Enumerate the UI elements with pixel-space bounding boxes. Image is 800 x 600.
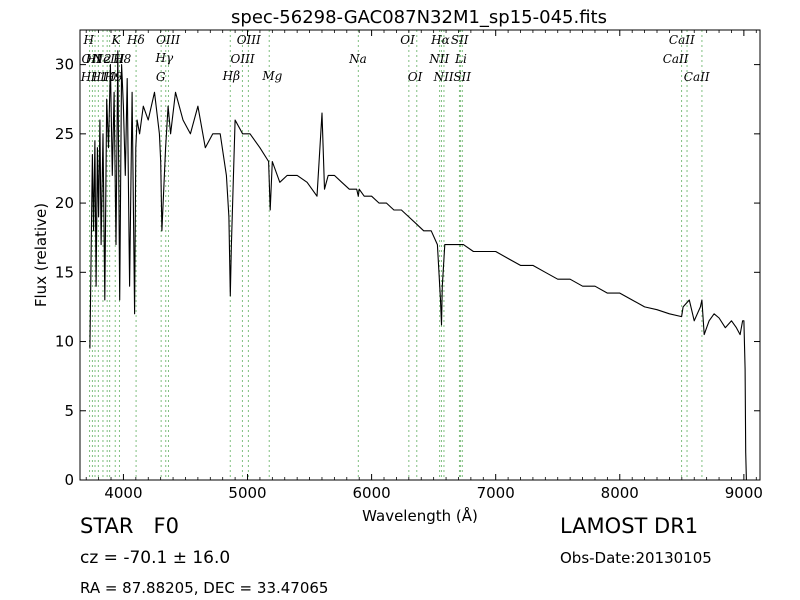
line-label-21: SII bbox=[451, 33, 469, 47]
line-label-11: H10 bbox=[90, 70, 117, 84]
x-tick-label-1: 5000 bbox=[228, 484, 266, 502]
line-label-5: G bbox=[156, 70, 166, 84]
x-axis-label: Wavelength (Å) bbox=[362, 506, 478, 525]
line-label-4: Hγ bbox=[155, 51, 174, 65]
line-label-6: OII bbox=[82, 52, 102, 66]
y-tick-label-2: 10 bbox=[55, 333, 74, 351]
line-label-19: OI bbox=[408, 70, 423, 84]
y-tick-label-0: 0 bbox=[64, 471, 74, 489]
line-label-12: H9 bbox=[103, 70, 122, 84]
line-label-10: H11 bbox=[80, 70, 107, 84]
spectral-line-markers bbox=[89, 30, 703, 480]
ra-dec-coordinates: RA = 87.88205, DEC = 33.47065 bbox=[80, 579, 329, 597]
line-label-16: Mg bbox=[261, 69, 282, 83]
line-label-2: Hδ bbox=[126, 33, 145, 47]
x-axis-ticks: 4000 5000 6000 7000 8000 9000 bbox=[85, 30, 763, 502]
line-label-7: H12 bbox=[85, 52, 112, 66]
line-label-0: H bbox=[82, 33, 94, 47]
line-label-3: OIII bbox=[156, 33, 180, 47]
line-label-18: OI bbox=[400, 33, 415, 47]
line-label-23: Li bbox=[454, 52, 467, 66]
line-label-13: OIII bbox=[237, 33, 261, 47]
line-label-9: H8 bbox=[112, 52, 131, 66]
y-axis-label: Flux (relative) bbox=[32, 203, 50, 307]
x-tick-label-3: 7000 bbox=[477, 484, 515, 502]
observation-date: Obs-Date:20130105 bbox=[560, 549, 712, 567]
line-label-15: Hβ bbox=[222, 69, 240, 83]
spectrum-series bbox=[89, 50, 747, 481]
line-label-8: NeIII bbox=[92, 52, 125, 66]
line-label-26: CaII bbox=[669, 33, 695, 47]
redshift-cz: cz = -70.1 ± 16.0 bbox=[80, 548, 231, 568]
object-type: STAR F0 bbox=[80, 514, 179, 538]
y-tick-label-5: 25 bbox=[55, 125, 74, 143]
line-label-22: NII bbox=[428, 52, 449, 66]
x-tick-label-0: 4000 bbox=[104, 484, 142, 502]
line-label-27: CaII bbox=[663, 52, 689, 66]
line-label-14: OIII bbox=[231, 52, 255, 66]
x-tick-label-4: 8000 bbox=[601, 484, 639, 502]
x-tick-label-5: 9000 bbox=[725, 484, 763, 502]
y-tick-label-1: 5 bbox=[64, 402, 74, 420]
line-label-28: CaII bbox=[684, 70, 710, 84]
plot-frame bbox=[79, 29, 761, 481]
survey-name: LAMOST DR1 bbox=[560, 514, 699, 538]
chart-title: spec-56298-GAC087N32M1_sp15-045.fits bbox=[231, 7, 607, 28]
line-label-1: K bbox=[111, 33, 122, 47]
line-label-17: Na bbox=[348, 52, 367, 66]
x-tick-label-2: 6000 bbox=[353, 484, 391, 502]
y-tick-label-4: 20 bbox=[55, 194, 74, 212]
spectrum-line-0 bbox=[89, 50, 747, 481]
y-tick-label-3: 15 bbox=[55, 263, 74, 281]
y-axis-ticks: 0 5 10 15 20 25 30 bbox=[55, 56, 760, 489]
line-label-20: Hα bbox=[430, 33, 450, 47]
y-tick-label-6: 30 bbox=[55, 56, 74, 74]
line-label-24: NII bbox=[433, 70, 454, 84]
line-label-25: SII bbox=[453, 70, 471, 84]
